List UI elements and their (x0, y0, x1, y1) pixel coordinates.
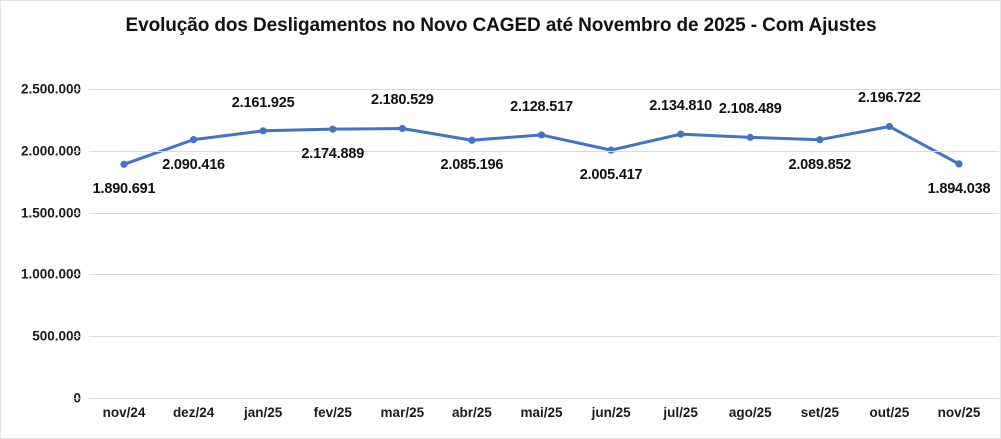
x-axis-tick-label: mar/25 (380, 405, 425, 420)
x-axis-tick-label: out/25 (869, 405, 910, 420)
y-axis-tick-mark (74, 398, 81, 399)
gridline (89, 274, 999, 276)
data-point-marker (398, 124, 406, 133)
data-point-marker (329, 125, 337, 133)
data-point-marker (816, 136, 824, 144)
data-point-marker (885, 122, 894, 131)
gridline (89, 398, 999, 399)
x-axis-tick-label: ago/25 (728, 405, 772, 420)
data-point-label: 1.890.691 (92, 181, 156, 198)
x-axis-tick-label: jun/25 (591, 405, 631, 420)
plot-area (89, 89, 999, 399)
x-axis-tick-label: set/25 (800, 405, 839, 420)
x-axis-tick-label: dez/24 (172, 405, 215, 420)
data-point-label: 2.174.889 (301, 146, 365, 163)
x-axis-tick-label: abr/25 (452, 405, 492, 420)
y-axis: 2.500.000 2.000.000 1.500.000 1.000.000 500.… (1, 82, 81, 406)
x-axis-tick-label: nov/24 (102, 405, 146, 420)
data-point-label: 2.108.489 (718, 101, 782, 118)
series-markers (120, 122, 963, 168)
x-axis-tick-label: mai/25 (520, 405, 563, 420)
data-point-label: 2.196.722 (858, 90, 921, 107)
data-point-marker (189, 136, 198, 144)
y-axis-tick-mark (74, 274, 81, 276)
x-axis: nov/24 dez/24 jan/25 fev/25 mar/25 abr/25 mai/… (89, 405, 999, 429)
data-point-label: 2.128.517 (510, 98, 573, 115)
x-axis-tick-label: jul/25 (663, 405, 698, 420)
data-point-marker (537, 131, 546, 139)
data-point-marker (468, 136, 476, 144)
x-axis-tick-label: jan/25 (244, 405, 283, 420)
y-axis-tick-label: 1.000.000 (20, 266, 81, 282)
gridline (89, 150, 999, 152)
data-point-label: 2.180.529 (370, 92, 434, 109)
data-point-label: 2.134.810 (649, 98, 713, 115)
data-point-marker (677, 130, 685, 138)
line-series (120, 122, 963, 168)
data-point-marker (746, 133, 754, 141)
data-point-label: 2.085.196 (440, 157, 504, 174)
y-axis-tick-mark (74, 336, 81, 338)
gridline (89, 212, 999, 214)
x-axis-tick-label: nov/25 (937, 405, 981, 420)
data-point-marker (120, 160, 128, 168)
y-axis-tick-label: 2.000.000 (20, 143, 81, 159)
data-point-label: 2.090.416 (162, 156, 225, 173)
y-axis-tick-mark (74, 212, 81, 214)
y-axis-tick-label: 1.500.000 (20, 205, 81, 221)
y-axis-tick-label: 500.000 (32, 328, 81, 344)
data-point-label: 2.005.417 (579, 167, 643, 184)
data-point-marker (607, 146, 615, 154)
y-axis-tick-label: 2.500.000 (20, 81, 81, 97)
gridline (89, 89, 999, 90)
y-axis-tick-label: 0 (7, 391, 81, 406)
data-point-label: 2.161.925 (231, 94, 295, 111)
data-point-label: 2.089.852 (788, 156, 852, 173)
y-axis-tick-mark (74, 150, 81, 152)
chart-title: Evolução dos Desligamentos no Novo CAGED… (125, 15, 877, 36)
y-axis-tick-mark (74, 89, 81, 90)
data-point-label: 1.894.038 (927, 180, 991, 197)
data-point-marker (955, 160, 963, 168)
x-axis-tick-label: fev/25 (313, 405, 352, 420)
data-point-marker (259, 127, 267, 135)
gridline (89, 336, 999, 338)
